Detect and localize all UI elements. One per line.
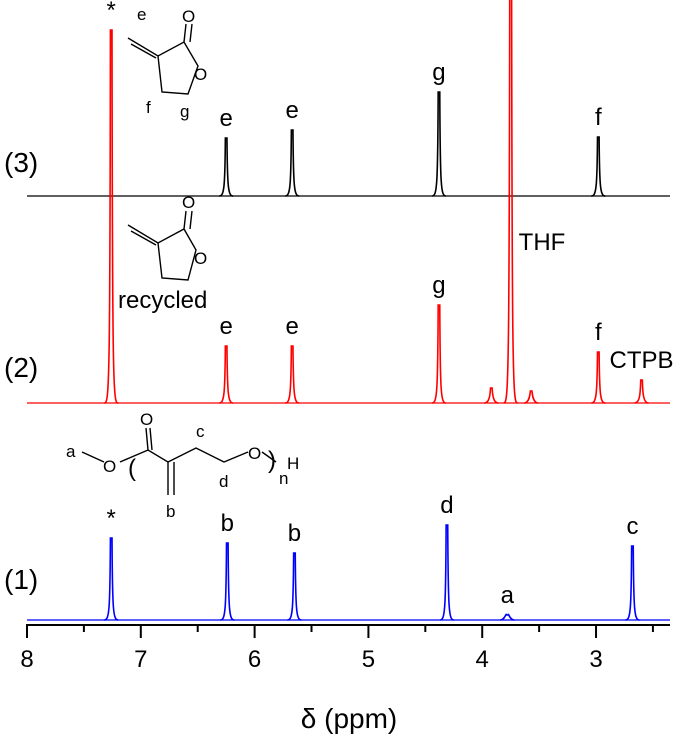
peak-label: d xyxy=(440,492,453,519)
peak xyxy=(218,345,234,404)
peak-label: g xyxy=(432,59,445,86)
atom-label: g xyxy=(180,102,189,121)
trace-label: (3) xyxy=(4,147,38,178)
atom-label: n xyxy=(279,469,288,488)
peak-label: b xyxy=(221,510,234,537)
peak-label: THF xyxy=(519,229,566,256)
peak xyxy=(591,136,606,197)
trace-label: (2) xyxy=(4,352,38,383)
peak-label: e xyxy=(285,97,298,124)
peak-label: f xyxy=(595,319,602,346)
x-tick-label: 5 xyxy=(362,646,375,673)
peak-label: e xyxy=(285,313,298,340)
peak xyxy=(284,129,300,197)
structure-3: e O O f g xyxy=(127,5,207,121)
atom-label: a xyxy=(66,442,76,461)
x-tick-label: 8 xyxy=(20,646,33,673)
peak xyxy=(218,137,234,197)
peak xyxy=(503,0,518,404)
peak-label: e xyxy=(219,105,232,132)
structure-caption: recycled xyxy=(118,287,207,314)
trace-label: (1) xyxy=(4,564,38,595)
peak xyxy=(284,345,300,404)
x-tick-label: 4 xyxy=(476,646,489,673)
peak xyxy=(625,545,640,621)
atom-label: O xyxy=(103,457,116,476)
structure-2: O O recycled xyxy=(118,193,207,314)
peak-label: * xyxy=(107,505,116,532)
atom-label: O xyxy=(140,410,153,429)
peak xyxy=(104,29,119,404)
atom-label: O xyxy=(182,193,195,212)
traces xyxy=(27,0,670,621)
x-axis-label: δ (ppm) xyxy=(301,703,397,734)
peak xyxy=(431,91,447,197)
structure-1: ( ) a O O c O d b n H xyxy=(66,410,299,521)
atom-label: e xyxy=(137,5,146,24)
bracket: ) xyxy=(268,447,276,474)
peak xyxy=(287,552,302,621)
peak-label: e xyxy=(219,313,232,340)
peak-label: CTPB xyxy=(610,347,674,374)
x-tick-label: 6 xyxy=(248,646,261,673)
x-tick-label: 7 xyxy=(134,646,147,673)
peak-label: c xyxy=(626,513,638,540)
peak xyxy=(634,379,649,404)
atom-label: b xyxy=(166,502,175,521)
peak xyxy=(591,351,606,404)
atom-label: O xyxy=(194,65,207,84)
x-tick-label: 3 xyxy=(589,646,602,673)
peak xyxy=(500,613,515,621)
atom-label: c xyxy=(196,422,205,441)
peak xyxy=(439,524,455,621)
peak xyxy=(431,304,447,404)
atom-label: d xyxy=(219,472,228,491)
peak xyxy=(104,537,119,621)
peak-label: b xyxy=(288,520,301,547)
bracket: ( xyxy=(128,455,136,482)
atom-label: H xyxy=(287,454,299,473)
peak xyxy=(220,542,235,621)
peak-label: a xyxy=(501,582,515,609)
peak xyxy=(484,387,499,404)
atom-label: f xyxy=(146,98,151,117)
peak xyxy=(524,390,539,404)
atom-label: O xyxy=(194,249,207,268)
atom-label: O xyxy=(182,7,195,26)
peak-label: f xyxy=(595,104,602,131)
peak-label: * xyxy=(107,0,116,24)
peak-label: g xyxy=(432,272,445,299)
atom-label: O xyxy=(248,444,261,463)
